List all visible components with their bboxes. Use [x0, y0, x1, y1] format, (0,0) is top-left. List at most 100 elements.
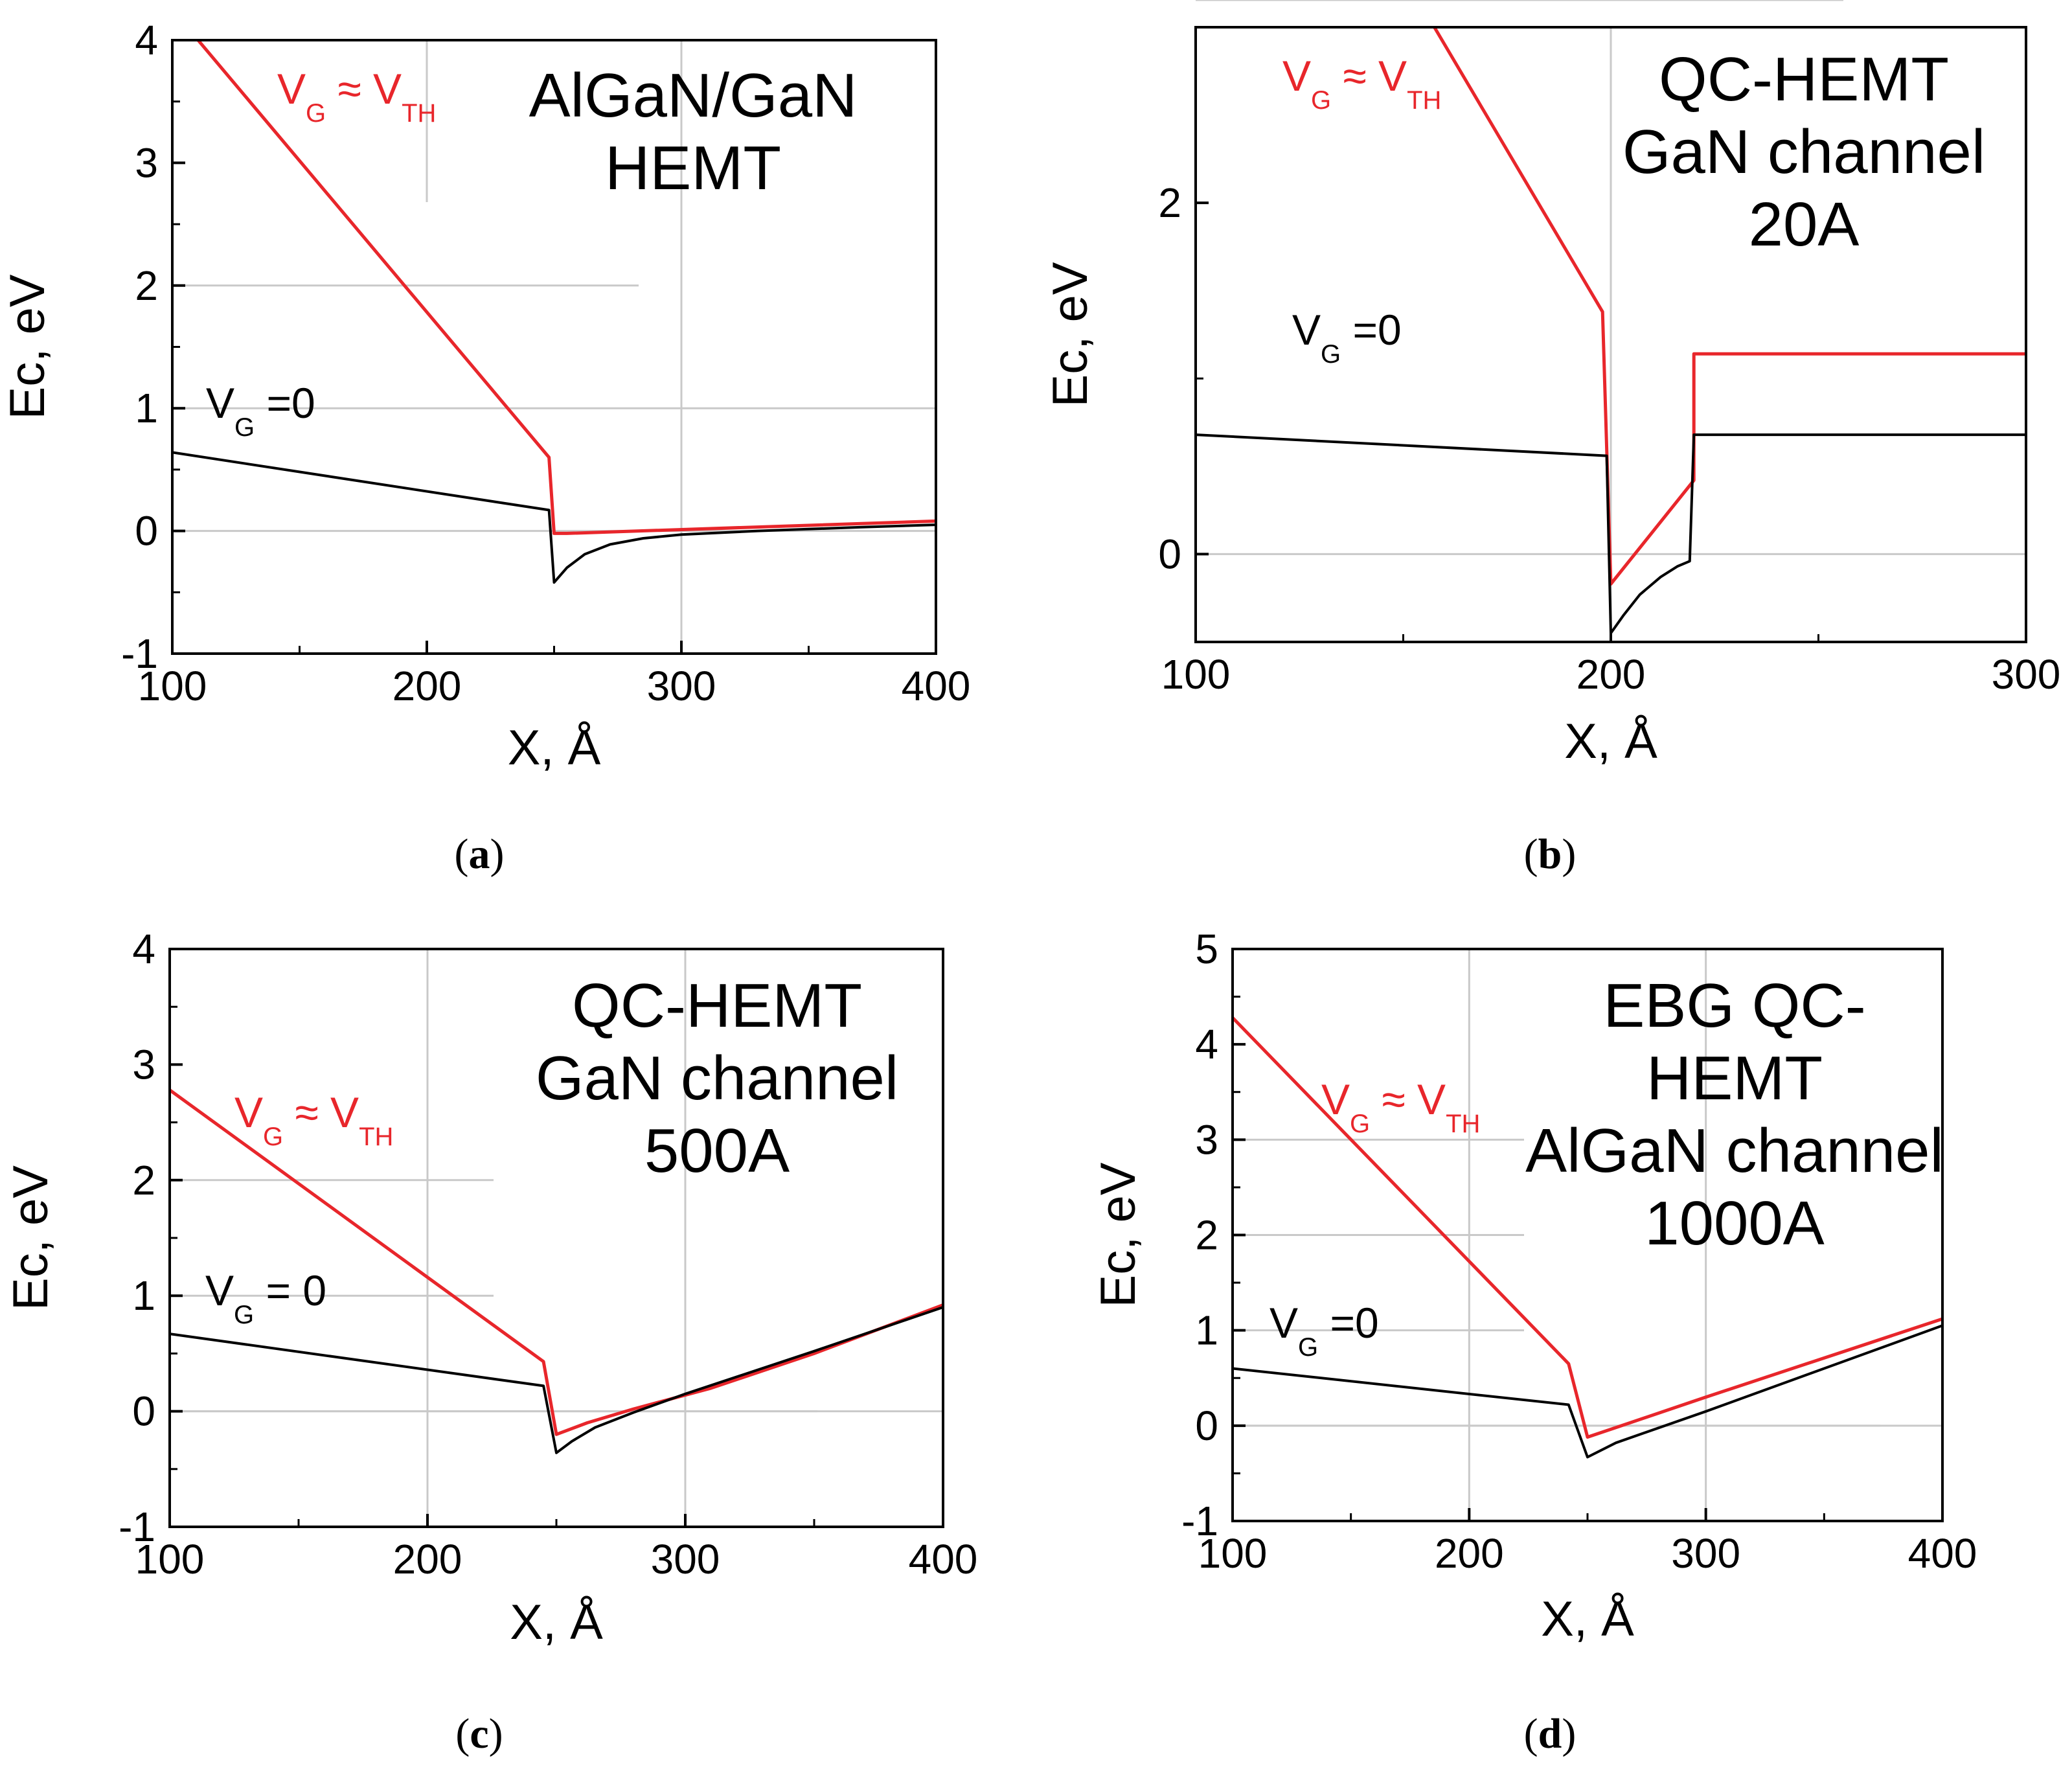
chart-panel-a: 100 200 300 400 -1 0 1 2 3 4 X, Å Ec, eV AlGaN/GaNHE…: [0, 17, 971, 878]
x-axis-label: X, Å: [508, 720, 601, 775]
series-label-vg-0: VG =0: [1292, 306, 1402, 369]
series-line-vg-0: [1233, 1324, 1942, 1459]
y-axis-label: Ec, eV: [1091, 1162, 1146, 1307]
series-label-text: V: [1321, 1075, 1350, 1123]
gridlines: [170, 949, 943, 1527]
y-tick-label: 0: [1158, 531, 1181, 577]
x-tick-label: 100: [135, 1536, 205, 1583]
series-label-subscript: G: [1321, 340, 1341, 369]
series-label-subscript: TH: [402, 99, 436, 128]
series-label-text: V: [1292, 306, 1321, 354]
series-label-subscript: G: [306, 99, 326, 128]
y-tick-label: 1: [132, 1272, 155, 1319]
panel-title-line: 1000A: [1645, 1189, 1825, 1258]
x-axis-label: X, Å: [1564, 714, 1657, 769]
series-line-vg-0: [170, 1306, 943, 1454]
y-tick-label: 0: [1195, 1402, 1218, 1449]
gridlines: [1233, 949, 1942, 1521]
series-label-vg-0: VG = 0: [205, 1266, 326, 1329]
x-tick-label: 300: [1992, 651, 2061, 698]
y-tick-label: 2: [1158, 179, 1181, 226]
axes-frame: [171, 39, 937, 655]
series-label-text: V: [1269, 1299, 1298, 1347]
x-tick-label: 200: [393, 1536, 462, 1583]
series-label-spacer: [1331, 52, 1343, 100]
series-line-vg-vth: [170, 1088, 943, 1436]
y-tick-label: -1: [119, 1504, 155, 1550]
series-label-text: ≈ V: [1382, 1075, 1446, 1123]
series-label-subscript: TH: [1407, 86, 1441, 115]
y-tick-label: -1: [121, 630, 158, 677]
y-tick-label: 3: [135, 139, 158, 186]
panel-title-line: QC-HEMT: [572, 971, 862, 1040]
y-tick-label: 0: [132, 1388, 155, 1435]
series-label-text: V: [277, 65, 306, 113]
series-label-vg-vth: VG ≈ VTH: [234, 1088, 393, 1151]
series-label-subscript: TH: [1446, 1110, 1480, 1138]
series-label-vg-vth: VG ≈ VTH: [277, 65, 436, 128]
x-tick-label: 400: [909, 1536, 978, 1583]
panel-title-line: GaN channel: [1622, 117, 1985, 187]
panel-caption: (c): [455, 1710, 503, 1757]
series-label-spacer: [1370, 1075, 1382, 1123]
panel-title-line: GaN channel: [536, 1044, 898, 1113]
series-label-spacer: [1341, 306, 1352, 354]
chart-panel-d: 100 200 300 400 -1 0 1 2 3 4 5 X, Å Ec, eV EBG QC-HEM…: [1091, 926, 1977, 1757]
series-label-vg-0: VG =0: [206, 379, 315, 442]
x-tick-label: 200: [393, 663, 462, 709]
panel-title-line: HEMT: [605, 133, 781, 203]
series-label-subscript: G: [234, 1301, 254, 1329]
x-tick-label: 300: [1671, 1530, 1740, 1577]
series-label-spacer: [254, 1266, 266, 1314]
panel-title-line: AlGaN channel: [1525, 1116, 1944, 1185]
panel-title-line: QC-HEMT: [1659, 45, 1949, 114]
panel-caption: (d): [1524, 1710, 1577, 1757]
series-label-spacer: [283, 1088, 295, 1136]
series-label-subscript: G: [1298, 1333, 1318, 1362]
y-axis-label: Ec, eV: [1043, 262, 1098, 407]
series-label-text: V: [205, 1266, 234, 1314]
series-label-spacer: [326, 65, 337, 113]
x-tick-label: 400: [902, 663, 971, 709]
y-tick-label: 4: [135, 17, 158, 63]
panel-title-line: 500A: [644, 1116, 790, 1185]
y-tick-label: 3: [132, 1041, 155, 1088]
panel-caption: (a): [455, 830, 505, 878]
x-tick-label: 200: [1435, 1530, 1504, 1577]
series-label-vg-0: VG =0: [1269, 1299, 1379, 1362]
y-tick-label: -1: [1181, 1498, 1218, 1544]
y-tick-label: 4: [132, 926, 155, 972]
series-label-subscript: G: [263, 1123, 283, 1151]
panel-title-line: HEMT: [1646, 1044, 1823, 1113]
series-label-spacer: [255, 379, 266, 427]
series-line-vg-0: [172, 451, 936, 584]
x-axis-label: X, Å: [510, 1595, 603, 1650]
series-label-text: V: [206, 379, 234, 427]
series-label-subscript: TH: [359, 1123, 393, 1151]
gridlines: [172, 40, 936, 654]
y-tick-label: 2: [132, 1157, 155, 1204]
y-tick-label: 3: [1195, 1116, 1218, 1163]
x-tick-label: 400: [1908, 1530, 1977, 1577]
series-line-vg-0: [1196, 433, 2026, 635]
series-label-text: V: [234, 1088, 263, 1136]
panel-caption: (b): [1524, 830, 1577, 878]
series-label-text: ≈ V: [1343, 52, 1407, 100]
series-label-text: =0: [1330, 1299, 1379, 1347]
y-tick-label: 2: [1195, 1212, 1218, 1259]
series-label-text: =0: [1353, 306, 1402, 354]
chart-panel-c: 100 200 300 400 -1 0 1 2 3 4 X, Å Ec, eV QC-HEMTGaN …: [3, 926, 977, 1757]
y-tick-label: 1: [135, 385, 158, 431]
y-tick-label: 4: [1195, 1021, 1218, 1068]
series-label-text: ≈ V: [338, 65, 402, 113]
series-label-text: = 0: [266, 1266, 327, 1314]
series-label-subscript: G: [234, 413, 255, 442]
series-label-subscript: G: [1350, 1110, 1370, 1138]
series-label-text: V: [1282, 52, 1311, 100]
y-axis-label: Ec, eV: [3, 1165, 58, 1310]
y-tick-label: 5: [1195, 926, 1218, 972]
series-label-vg-vth: VG ≈ VTH: [1321, 1075, 1480, 1138]
series-line-vg-vth: [196, 40, 936, 535]
y-tick-label: 0: [135, 508, 158, 555]
